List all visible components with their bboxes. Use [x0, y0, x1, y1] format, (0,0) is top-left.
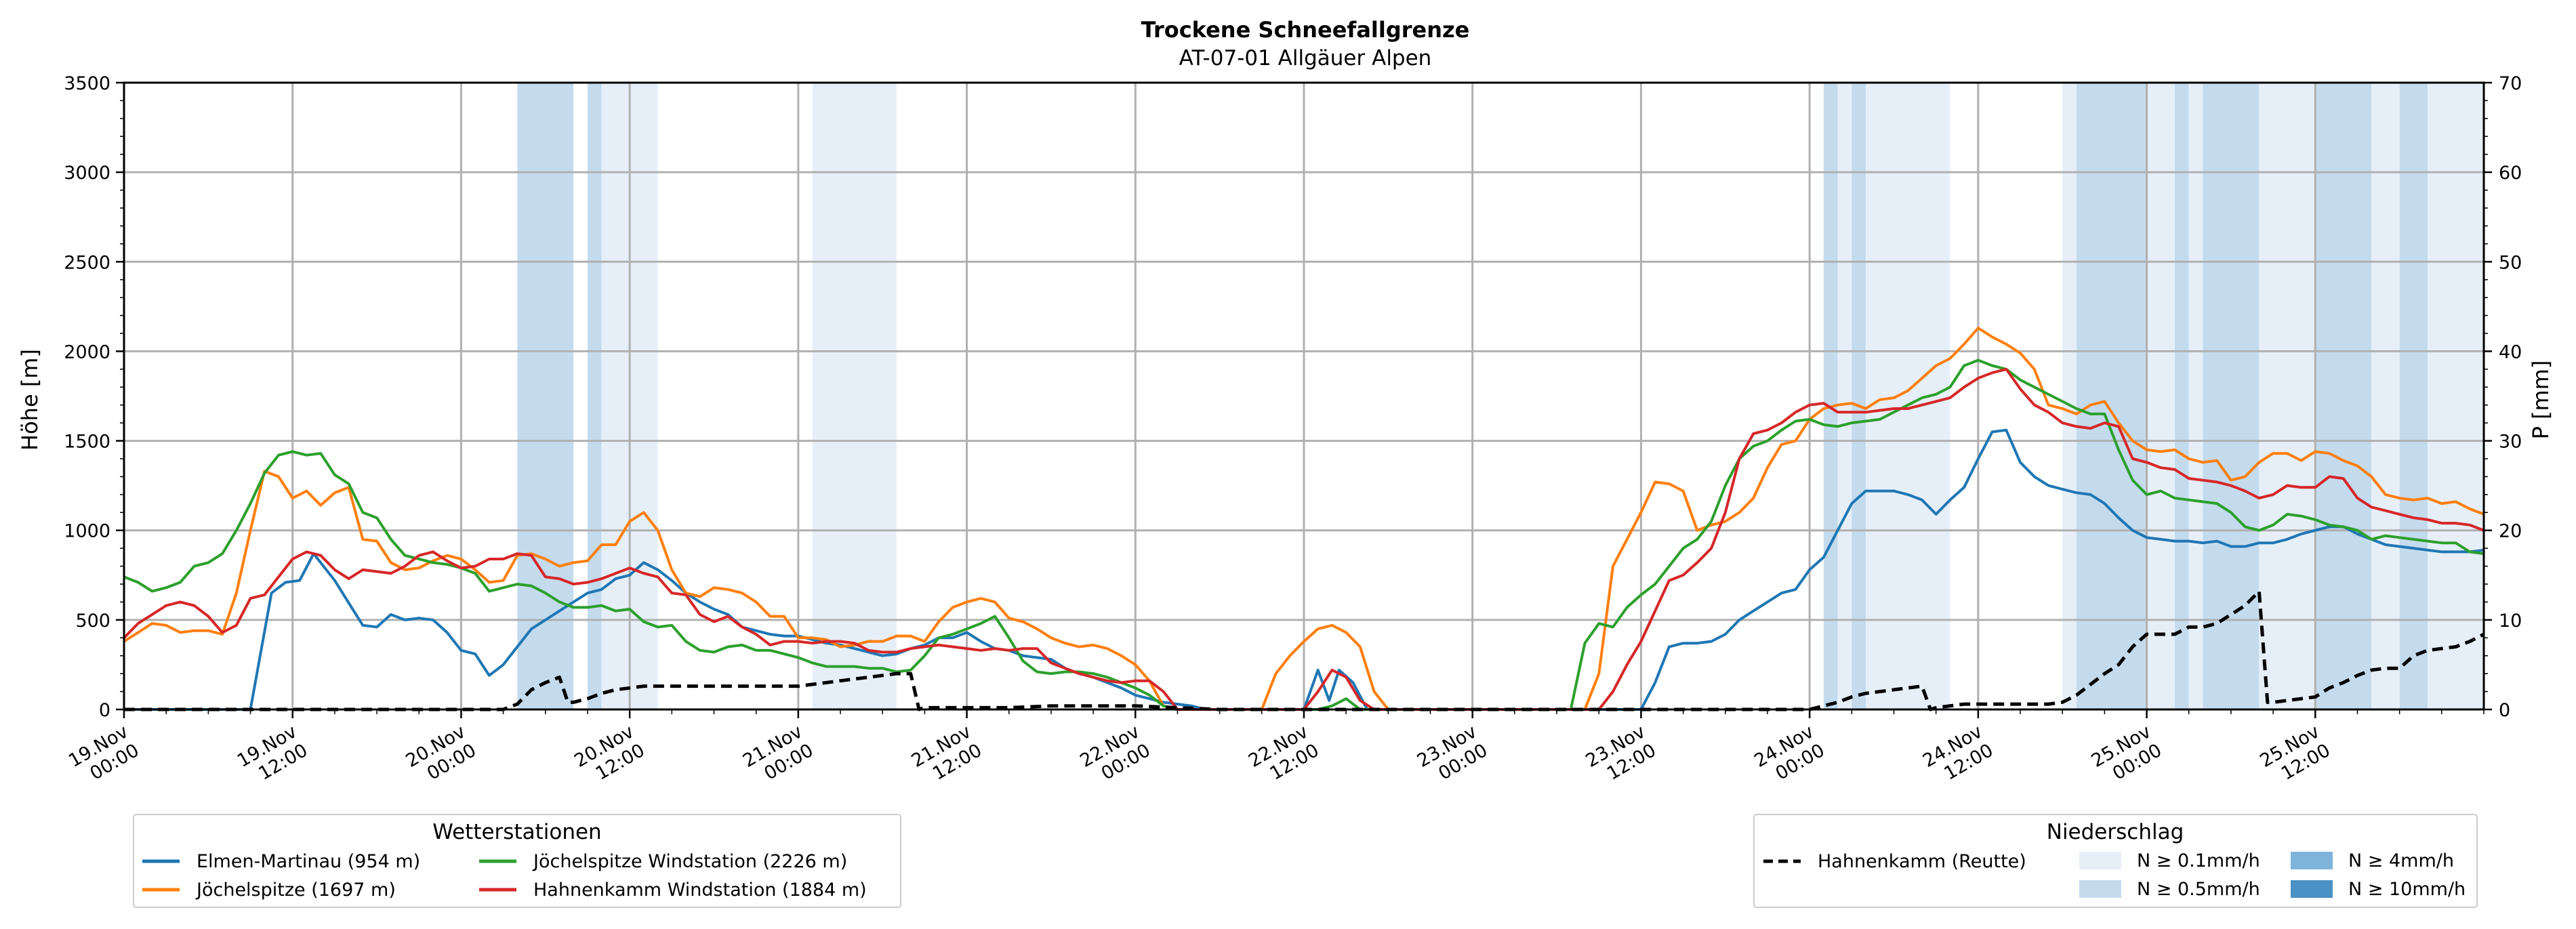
precip-band — [2428, 83, 2484, 709]
precip-band — [587, 83, 602, 709]
precip-band — [2175, 83, 2189, 709]
y2-tick-label: 70 — [2499, 73, 2522, 94]
precip-band — [1852, 83, 1866, 709]
precip-band — [1823, 83, 1838, 709]
y-axis-label: Höhe [m] — [17, 349, 43, 451]
legend-precip-label: N ≥ 0.1mm/h — [2137, 850, 2260, 871]
precip-band — [517, 83, 574, 709]
precip-band — [2259, 83, 2316, 709]
legend-stations-title: Wetterstationen — [432, 820, 601, 844]
chart-subtitle: AT-07-01 Allgäuer Alpen — [1179, 46, 1432, 70]
legend-precip-swatch — [2291, 852, 2333, 869]
precip-band — [2076, 83, 2147, 709]
series-line — [124, 590, 2485, 711]
y-tick-label: 3500 — [64, 73, 110, 94]
precipitation-bands — [517, 83, 2484, 709]
legend-precip-line-label: Hahnenkamm (Reutte) — [1818, 851, 2026, 872]
series-line — [123, 367, 2485, 711]
precip-band — [1866, 83, 1950, 709]
y-tick-label: 500 — [75, 611, 110, 632]
legend-precip-swatch — [2079, 852, 2121, 869]
precip-band — [2062, 83, 2077, 709]
legend-precip-label: N ≥ 10mm/h — [2348, 879, 2466, 900]
y-tick-label: 1500 — [64, 432, 110, 453]
y2-tick-label: 10 — [2499, 611, 2522, 632]
y-tick-label: 2000 — [64, 342, 110, 363]
legend-precip-swatch — [2291, 880, 2333, 898]
chart-title: Trockene Schneefallgrenze — [1141, 17, 1470, 43]
y2-tick-label: 30 — [2499, 432, 2522, 453]
y-tick-label: 1000 — [64, 521, 110, 542]
precip-band — [2146, 83, 2175, 709]
y-tick-label: 0 — [99, 700, 110, 721]
y-tick-label: 2500 — [64, 252, 110, 273]
legend-precip-label: N ≥ 4mm/h — [2348, 850, 2454, 871]
precip-band — [1837, 83, 1852, 709]
precip-band — [2188, 83, 2203, 709]
precip-band — [2315, 83, 2372, 709]
legend-station-label: Elmen-Martinau (954 m) — [197, 851, 420, 872]
legend-station-label: Jöchelspitze (1697 m) — [195, 880, 396, 901]
legend-stations: Wetterstationen Elmen-Martinau (954 m) Jö… — [133, 814, 901, 908]
precip-band — [2203, 83, 2260, 709]
y2-axis-label: P [mm] — [2528, 360, 2554, 440]
precip-band — [2399, 83, 2428, 709]
y2-tick-label: 50 — [2499, 252, 2522, 273]
y2-tick-label: 40 — [2499, 342, 2522, 363]
precip-band — [2371, 83, 2400, 709]
y2-tick-label: 0 — [2499, 700, 2510, 721]
legend-station-label: Jöchelspitze Windstation (2226 m) — [532, 851, 847, 872]
legend-precip-swatch — [2079, 880, 2121, 898]
y2-tick-label: 20 — [2499, 521, 2522, 542]
legend-precip-label: N ≥ 0.5mm/h — [2137, 879, 2260, 900]
y-tick-label: 3000 — [64, 163, 110, 184]
precip-band — [812, 83, 897, 709]
legend-precip: Niederschlag Hahnenkamm (Reutte) N ≥ 0.1… — [1753, 814, 2478, 908]
legend-precip-title: Niederschlag — [2047, 820, 2184, 844]
y2-tick-label: 60 — [2499, 163, 2522, 184]
legend-station-label: Hahnenkamm Windstation (1884 m) — [533, 880, 867, 901]
